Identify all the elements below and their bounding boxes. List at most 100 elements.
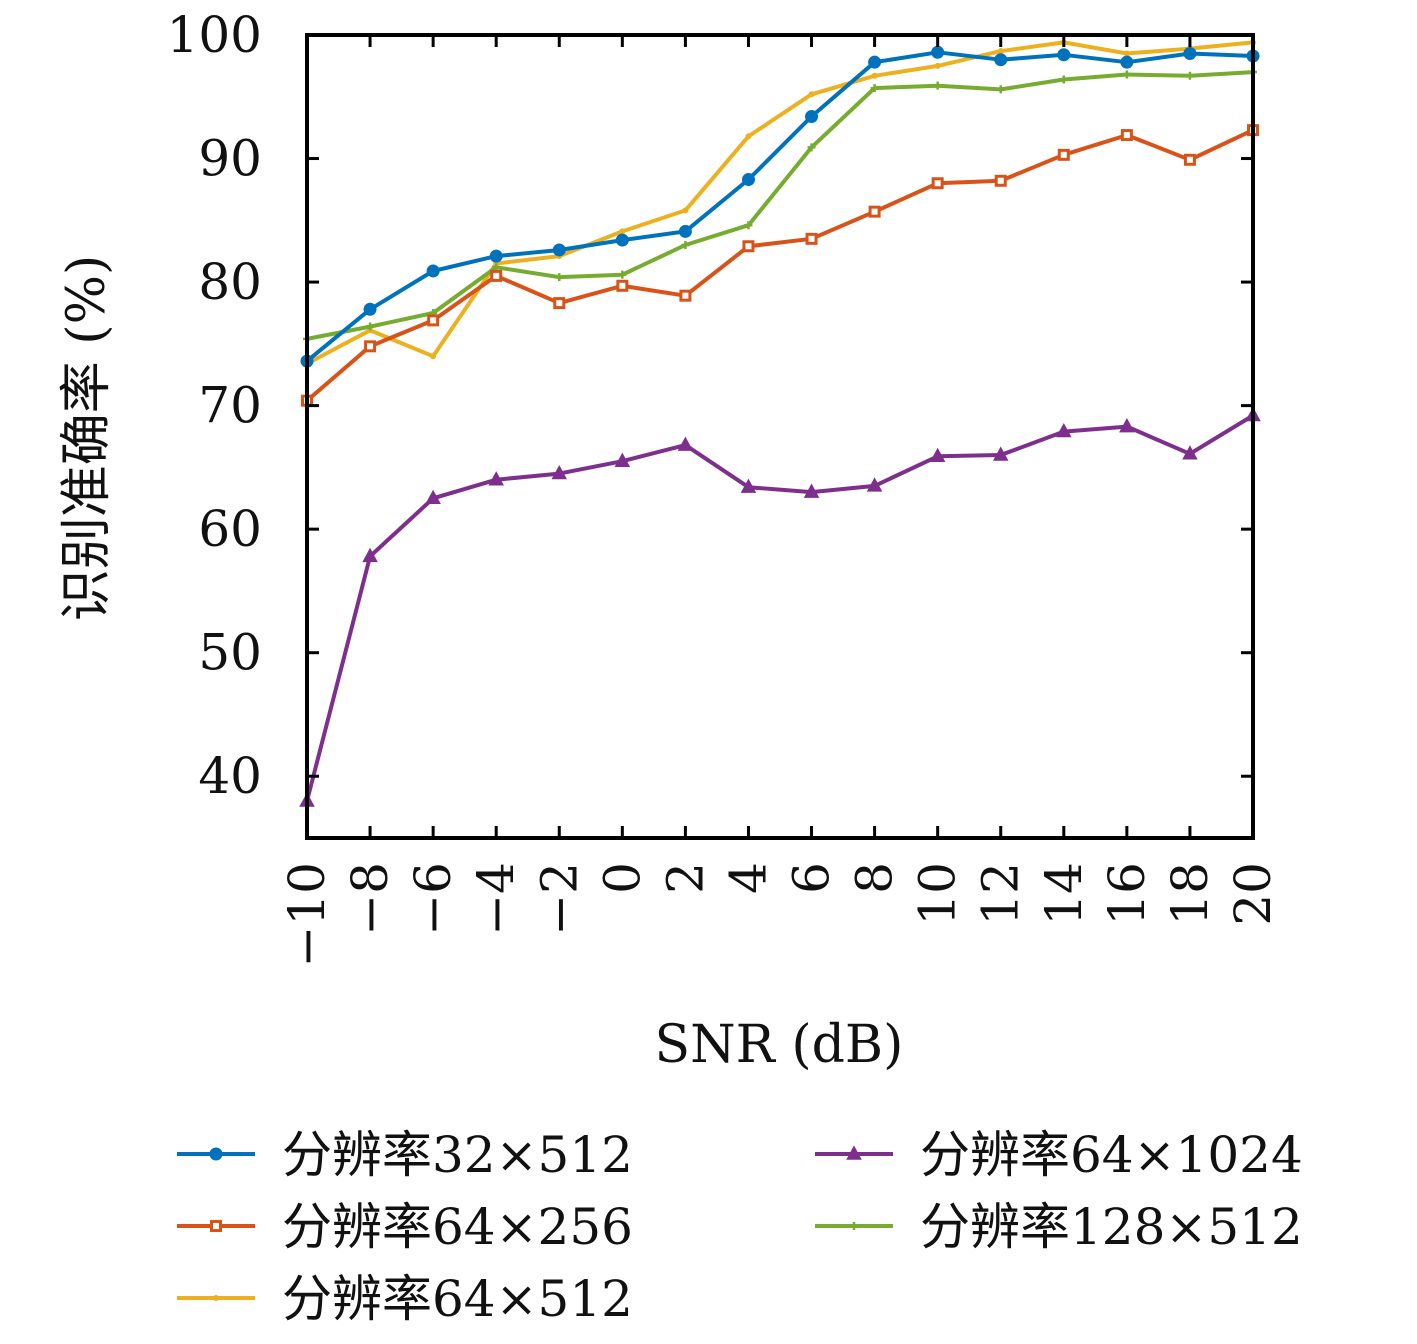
legend: 分辨率32×512 分辨率64×256 分辨率64×512 分辨率64×1024 分辨率… xyxy=(177,1126,1303,1328)
data-point xyxy=(994,53,1008,67)
data-point xyxy=(619,228,626,235)
x-tick-labels: −10 −8 −6 −4 −2 0 2 4 6 8 10 12 14 16 18 20 xyxy=(278,862,1282,968)
data-point xyxy=(1057,48,1071,62)
data-point xyxy=(679,289,692,302)
series-5 xyxy=(303,68,1257,343)
data-point xyxy=(996,85,1005,94)
data-point xyxy=(803,483,820,498)
data-point xyxy=(1183,153,1196,166)
data-point xyxy=(430,353,437,360)
legend-entry: 分辨率32×512 xyxy=(177,1126,633,1184)
data-point xyxy=(808,91,815,98)
data-point xyxy=(997,48,1004,55)
data-point xyxy=(489,249,503,263)
data-point xyxy=(425,489,441,505)
data-point xyxy=(992,446,1009,461)
y-tick-label: 60 xyxy=(198,500,262,558)
legend-marker xyxy=(846,1145,862,1160)
x-tick-label: −10 xyxy=(278,862,336,968)
legend-label: 分辨率128×512 xyxy=(920,1198,1303,1256)
series-line xyxy=(306,70,1254,341)
legend-label: 分辨率64×512 xyxy=(282,1270,633,1328)
data-point xyxy=(740,478,757,493)
data-point xyxy=(618,270,627,279)
x-tick-label: 16 xyxy=(1098,862,1156,926)
data-point xyxy=(1059,75,1068,84)
data-point xyxy=(1120,129,1133,142)
y-tick-label: 100 xyxy=(167,6,262,64)
data-point xyxy=(1123,50,1130,57)
data-point xyxy=(931,45,945,59)
x-axis-title: SNR (dB) xyxy=(655,1015,904,1075)
legend-label: 分辨率64×1024 xyxy=(920,1126,1303,1184)
data-point xyxy=(805,232,818,245)
y-axis-title: 识别准确率 (%) xyxy=(57,255,117,622)
data-point xyxy=(742,240,755,253)
y-tick-label: 70 xyxy=(198,377,262,435)
series-line xyxy=(305,50,1254,363)
series-line xyxy=(306,40,1254,366)
data-point xyxy=(805,110,819,124)
data-point xyxy=(868,205,881,218)
data-point xyxy=(866,477,883,492)
ticks-layer xyxy=(305,33,1255,838)
data-point xyxy=(1122,70,1131,79)
x-tick-label: 0 xyxy=(593,862,651,894)
legend-entry: 分辨率128×512 xyxy=(815,1198,1303,1256)
data-point xyxy=(553,297,566,310)
data-point xyxy=(744,221,753,230)
legend-marker xyxy=(850,1222,858,1230)
y-tick-label: 50 xyxy=(198,624,262,682)
x-tick-label: 10 xyxy=(909,862,967,926)
legend-marker xyxy=(210,1220,222,1232)
data-point xyxy=(552,243,566,257)
y-tick-label: 90 xyxy=(198,130,262,188)
data-point xyxy=(364,340,377,353)
x-tick-label: −2 xyxy=(530,862,588,936)
data-point xyxy=(363,302,377,316)
series-2 xyxy=(301,124,1259,407)
x-tick-label: 18 xyxy=(1161,862,1219,926)
legend-entry: 分辨率64×256 xyxy=(177,1198,633,1256)
legend-entry: 分辨率64×1024 xyxy=(815,1126,1303,1184)
x-tick-label: 2 xyxy=(656,862,714,894)
x-tick-label: 8 xyxy=(846,862,904,894)
data-point xyxy=(490,269,503,282)
plot-frame xyxy=(305,33,1255,840)
data-point xyxy=(1183,47,1197,61)
data-point xyxy=(551,464,568,480)
y-tick-label: 40 xyxy=(198,747,262,805)
data-point xyxy=(678,224,692,238)
data-point xyxy=(1120,55,1134,69)
data-point xyxy=(614,452,631,467)
data-point xyxy=(488,471,504,486)
data-point xyxy=(870,84,879,93)
x-tick-label: 20 xyxy=(1224,862,1282,926)
series-1 xyxy=(300,45,1260,368)
series-3 xyxy=(304,39,1256,367)
data-point xyxy=(934,62,941,69)
data-point xyxy=(362,547,378,563)
x-tick-label: −4 xyxy=(467,862,525,936)
series-line xyxy=(305,413,1255,802)
data-point xyxy=(1185,71,1194,80)
y-tick-label: 80 xyxy=(198,253,262,311)
data-point xyxy=(555,273,564,282)
legend-entry: 分辨率64×512 xyxy=(177,1270,633,1328)
y-tick-labels: 40 50 60 70 80 90 100 xyxy=(167,6,262,805)
data-point xyxy=(1119,418,1135,433)
data-point xyxy=(745,133,752,140)
data-point xyxy=(994,174,1007,187)
data-point xyxy=(807,143,816,152)
data-point xyxy=(366,322,375,331)
data-point xyxy=(615,233,629,247)
x-tick-label: −6 xyxy=(404,862,462,936)
data-point xyxy=(426,264,440,278)
data-point xyxy=(616,279,629,292)
data-point xyxy=(681,241,690,250)
x-tick-label: 4 xyxy=(719,862,777,894)
data-point xyxy=(1182,445,1198,460)
data-point xyxy=(933,81,942,90)
x-tick-label: 12 xyxy=(972,862,1030,926)
